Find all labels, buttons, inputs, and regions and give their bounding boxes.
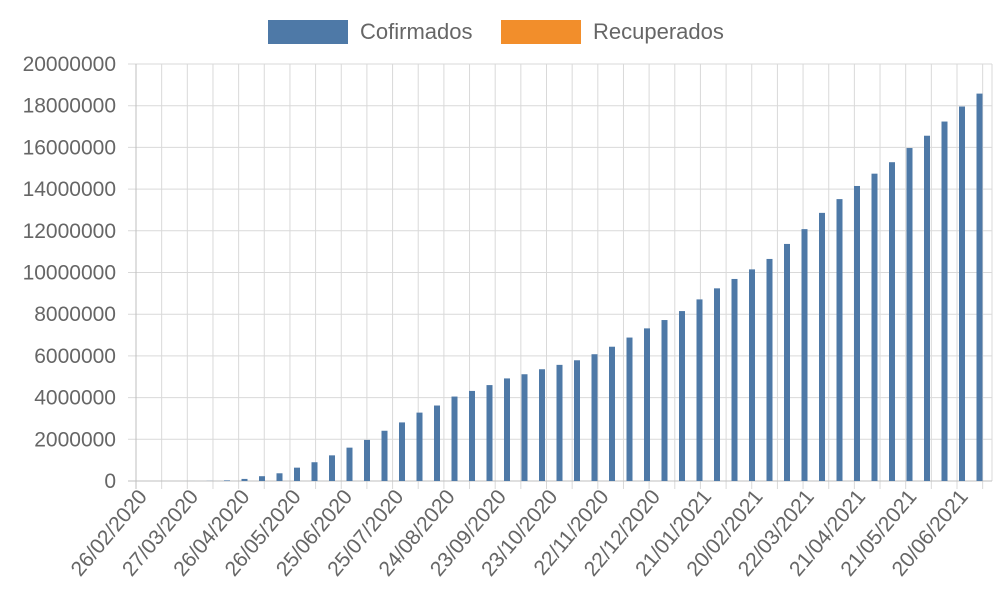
bar-confirmed xyxy=(469,390,475,481)
bar-confirmed xyxy=(941,121,948,482)
bar-confirmed xyxy=(259,476,265,481)
y-tick-label: 20000000 xyxy=(23,53,116,76)
y-tick-label: 18000000 xyxy=(23,95,116,118)
bar-confirmed xyxy=(399,422,405,481)
bar-confirmed xyxy=(749,269,755,481)
y-tick-label: 12000000 xyxy=(23,220,116,243)
bar-confirmed xyxy=(521,374,528,481)
y-tick-label: 10000000 xyxy=(23,262,116,285)
y-tick-label: 14000000 xyxy=(23,178,116,201)
bar-confirmed xyxy=(714,288,720,481)
bar-confirmed xyxy=(556,364,563,481)
bar-confirmed xyxy=(661,320,668,481)
bar-confirmed xyxy=(434,405,440,481)
bar-confirmed xyxy=(574,360,580,481)
bar-confirmed xyxy=(364,439,370,481)
bar-confirmed xyxy=(451,396,458,481)
bar-confirmed xyxy=(889,162,895,482)
bar-confirmed xyxy=(696,299,703,481)
bar-confirmed xyxy=(626,337,633,481)
bar-confirmed xyxy=(609,346,615,481)
bar-confirmed xyxy=(644,328,650,481)
bar-confirmed xyxy=(224,480,230,481)
chart-legend: Cofirmados Recuperados xyxy=(0,18,1000,46)
bar-confirmed xyxy=(486,385,493,481)
bar-confirmed xyxy=(241,478,248,481)
bar-confirmed xyxy=(976,93,983,482)
bar-confirmed xyxy=(679,311,685,481)
legend-item-recovered[interactable]: Recuperados xyxy=(501,18,724,46)
y-tick-label: 4000000 xyxy=(34,387,116,410)
bar-confirmed xyxy=(731,278,738,481)
bar-confirmed xyxy=(539,369,545,481)
bar-confirmed xyxy=(801,229,808,481)
bar-confirmed xyxy=(311,462,318,481)
bar-confirmed xyxy=(871,173,878,481)
bar-confirmed xyxy=(416,412,423,481)
bar-confirmed xyxy=(329,455,335,481)
bar-confirmed xyxy=(766,258,773,481)
bar-confirmed xyxy=(294,467,300,481)
y-tick-label: 6000000 xyxy=(34,345,116,368)
bar-confirmed xyxy=(591,354,598,481)
y-tick-label: 16000000 xyxy=(23,136,116,159)
legend-item-confirmed[interactable]: Cofirmados xyxy=(268,18,472,46)
bar-confirmed xyxy=(854,185,860,481)
legend-swatch-recovered xyxy=(501,20,581,44)
legend-label-recovered: Recuperados xyxy=(593,19,724,44)
y-tick-label: 2000000 xyxy=(34,428,116,451)
bar-confirmed xyxy=(924,135,930,481)
bar-confirmed xyxy=(346,447,353,481)
legend-label-confirmed: Cofirmados xyxy=(360,19,473,44)
y-tick-label: 8000000 xyxy=(34,303,116,326)
bar-confirmed xyxy=(276,473,283,481)
bar-confirmed xyxy=(836,199,843,481)
bar-confirmed xyxy=(959,106,965,481)
legend-swatch-confirmed xyxy=(268,20,348,44)
y-tick-label: 0 xyxy=(104,470,116,493)
bar-confirmed xyxy=(504,378,510,481)
bar-confirmed xyxy=(819,212,825,481)
bar-confirmed xyxy=(906,148,913,481)
bar-confirmed xyxy=(784,243,790,481)
bar-confirmed xyxy=(381,430,388,481)
